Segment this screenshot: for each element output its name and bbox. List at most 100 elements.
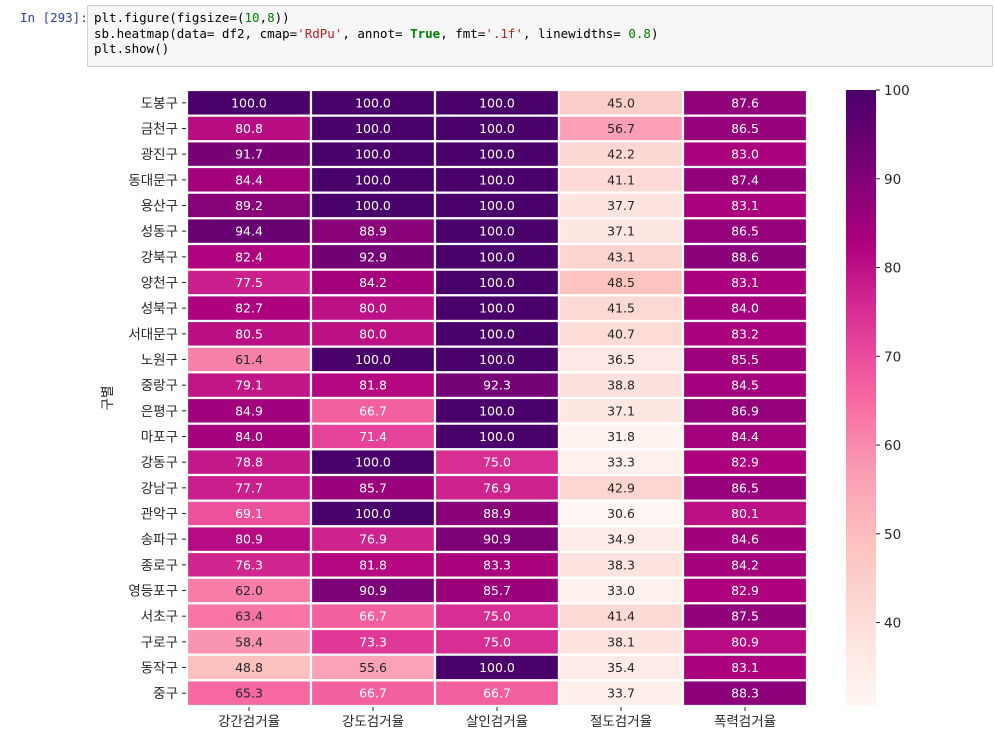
y-tick-label: 마포구 xyxy=(141,430,178,446)
cell-annotation: 85.7 xyxy=(359,480,387,495)
heatmap-cell xyxy=(185,422,313,451)
cell-annotation: 66.7 xyxy=(359,403,387,418)
cell-annotation: 84.6 xyxy=(731,532,759,547)
cell-annotation: 48.5 xyxy=(607,275,635,290)
heatmap-cell xyxy=(557,217,685,246)
heatmap-cell xyxy=(681,653,809,682)
y-tick-label: 동작구 xyxy=(141,661,178,677)
cell-annotation: 88.9 xyxy=(483,506,511,521)
y-tick-label: 송파구 xyxy=(141,532,178,548)
heatmap-cell xyxy=(309,448,437,477)
heatmap-cell xyxy=(433,576,561,605)
code-token: )) xyxy=(274,10,290,25)
heatmap-cell xyxy=(681,165,809,194)
cell-annotation: 38.1 xyxy=(607,634,635,649)
cell-annotation: 100.0 xyxy=(231,95,267,110)
heatmap-cell xyxy=(557,576,685,605)
x-tick-label: 절도검거율 xyxy=(590,714,652,730)
heatmap-cell xyxy=(309,473,437,502)
heatmap-cell xyxy=(433,602,561,631)
cell-annotation: 38.8 xyxy=(607,378,635,393)
colorbar xyxy=(846,90,876,706)
code-line: plt.show() xyxy=(94,41,986,57)
cell-annotation: 86.5 xyxy=(731,480,759,495)
cell-annotation: 88.6 xyxy=(731,249,759,264)
heatmap-cell xyxy=(681,114,809,143)
cell-annotation: 56.7 xyxy=(607,121,635,136)
cell-annotation: 66.7 xyxy=(483,686,511,701)
cell-annotation: 83.2 xyxy=(731,326,759,341)
heatmap-cell xyxy=(557,396,685,425)
heatmap-cell xyxy=(557,345,685,374)
y-tick-label: 금천구 xyxy=(141,122,178,138)
cell-annotation: 63.4 xyxy=(235,609,263,624)
cell-annotation: 84.0 xyxy=(235,429,263,444)
code-line: plt.figure(figsize=(10,8)) xyxy=(94,10,986,26)
heatmap-cell xyxy=(681,319,809,348)
heatmap-cell xyxy=(185,268,313,297)
cell-annotation: 80.0 xyxy=(359,326,387,341)
cell-annotation: 80.0 xyxy=(359,301,387,316)
y-tick-label: 노원구 xyxy=(141,353,178,369)
heatmap-cell xyxy=(681,550,809,579)
cell-annotation: 33.3 xyxy=(607,455,635,470)
heatmap-cell xyxy=(185,165,313,194)
colorbar-tick-label: 90 xyxy=(884,172,901,188)
heatmap-cell xyxy=(433,679,561,708)
y-tick-label: 동대문구 xyxy=(128,173,178,189)
code-token: , linewidths= xyxy=(523,25,629,41)
cell-annotation: 77.5 xyxy=(235,275,263,290)
cell-annotation: 84.0 xyxy=(731,301,759,316)
cell-annotation: 100.0 xyxy=(479,326,515,341)
y-tick-label: 양천구 xyxy=(141,276,178,292)
cell-annotation: 76.3 xyxy=(235,557,263,572)
cell-annotation: 100.0 xyxy=(355,121,391,136)
cell-annotation: 79.1 xyxy=(235,378,263,393)
heatmap-cell xyxy=(557,448,685,477)
heatmap-cell xyxy=(557,422,685,451)
cell-annotation: 100.0 xyxy=(479,95,515,110)
y-tick-label: 도봉구 xyxy=(141,96,178,112)
cell-annotation: 85.7 xyxy=(483,583,511,598)
code-token: , fmt= xyxy=(440,25,486,41)
heatmap-cell xyxy=(681,627,809,656)
cell-annotation: 80.8 xyxy=(235,121,263,136)
cell-annotation: 41.1 xyxy=(607,172,635,187)
code-cell-input[interactable]: plt.figure(figsize=(10,8)) sb.heatmap(dat… xyxy=(87,5,993,67)
heatmap-cell xyxy=(557,371,685,400)
cell-annotation: 77.7 xyxy=(235,480,263,495)
cell-annotation: 80.9 xyxy=(235,532,263,547)
cell-annotation: 66.7 xyxy=(359,686,387,701)
cell-annotation: 83.1 xyxy=(731,660,759,675)
cell-annotation: 100.0 xyxy=(355,95,391,110)
heatmap-cell xyxy=(681,345,809,374)
code-token: True xyxy=(410,25,441,41)
cell-annotation: 40.7 xyxy=(607,326,635,341)
heatmap-cell xyxy=(185,319,313,348)
code-token: ) xyxy=(650,25,659,41)
code-token: , annot= xyxy=(342,25,411,41)
cell-annotation: 84.2 xyxy=(359,275,387,290)
cell-annotation: 34.9 xyxy=(607,532,635,547)
cell-annotation: 45.0 xyxy=(607,95,635,110)
heatmap-cell xyxy=(185,345,313,374)
y-tick-label: 서대문구 xyxy=(128,327,178,343)
cell-annotation: 69.1 xyxy=(235,506,263,521)
heatmap-cell xyxy=(185,396,313,425)
cell-annotation: 36.5 xyxy=(607,352,635,367)
cell-annotation: 62.0 xyxy=(235,583,263,598)
cell-annotation: 91.7 xyxy=(235,147,263,162)
cell-prompt: In [293]: xyxy=(20,10,88,25)
cell-annotation: 41.5 xyxy=(607,301,635,316)
cell-annotation: 33.7 xyxy=(607,686,635,701)
cell-annotation: 75.0 xyxy=(483,455,511,470)
cell-annotation: 80.1 xyxy=(731,506,759,521)
code-token: 8 xyxy=(267,10,275,25)
y-tick-label: 성동구 xyxy=(141,224,178,240)
cell-annotation: 37.1 xyxy=(607,403,635,418)
cell-annotation: 83.1 xyxy=(731,198,759,213)
cell-annotation: 100.0 xyxy=(479,660,515,675)
heatmap-cell xyxy=(681,473,809,502)
cell-annotation: 100.0 xyxy=(479,198,515,213)
cell-annotation: 94.4 xyxy=(235,224,263,239)
